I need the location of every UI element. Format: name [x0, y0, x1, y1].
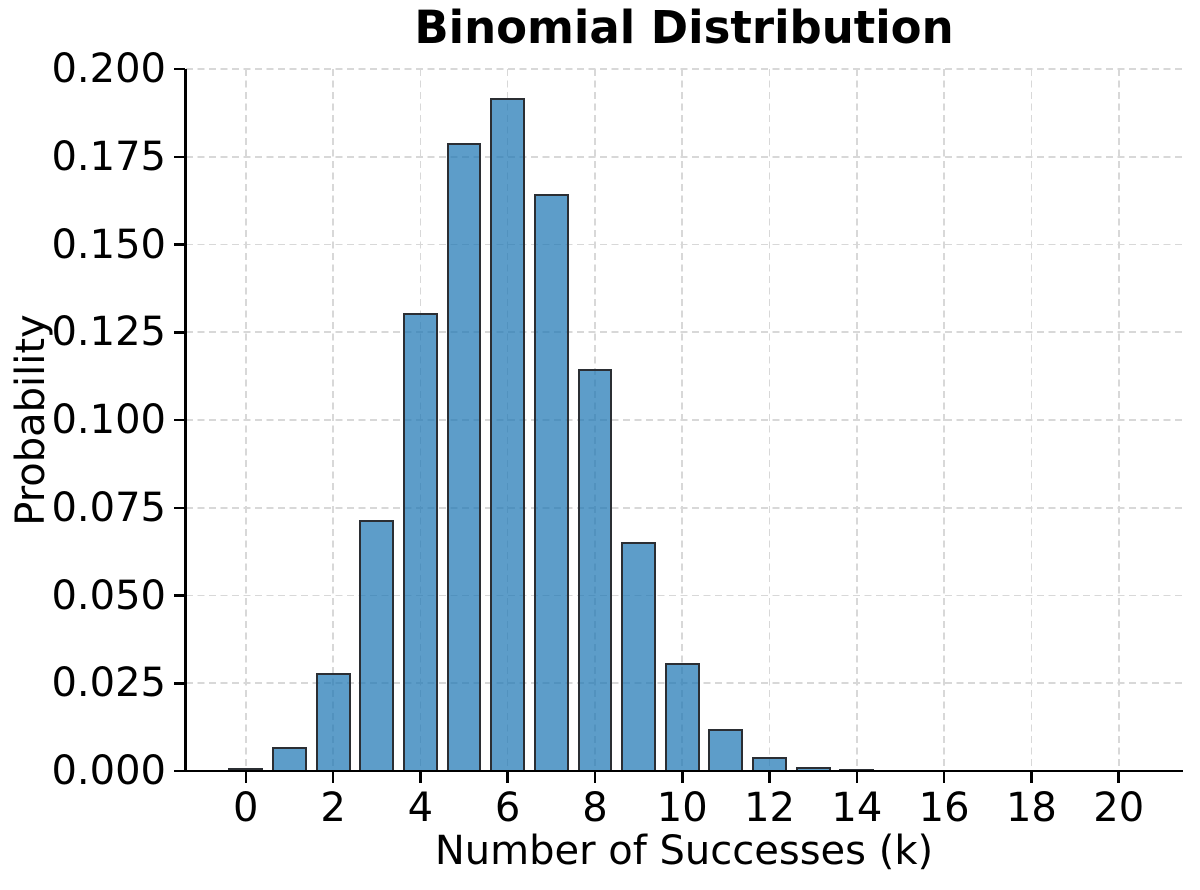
x-tick-8	[593, 772, 597, 783]
bar-k-10	[664, 662, 700, 771]
gridline-x-2	[332, 69, 334, 771]
gridline-y-0.175	[186, 155, 1182, 158]
x-tick-10	[681, 772, 684, 783]
x-tick-label-4: 4	[407, 785, 434, 831]
gridline-x-10	[681, 69, 684, 771]
x-tick-label-18: 18	[1005, 785, 1057, 831]
gridline-x-20	[1117, 69, 1120, 771]
y-tick-0.000	[174, 769, 185, 773]
x-tick-12	[768, 772, 771, 783]
x-tick-16	[942, 772, 946, 783]
x-tick-6	[506, 772, 509, 783]
bar-k-5	[446, 143, 482, 771]
bar-k-4	[402, 313, 438, 771]
y-tick-label-0.100: 0.100	[51, 397, 166, 443]
bar-k-7	[533, 194, 569, 771]
y-tick-0.100	[174, 418, 185, 422]
y-tick-0.025	[174, 682, 185, 685]
y-tick-label-0.150: 0.150	[51, 221, 166, 268]
gridline-x-14	[856, 69, 858, 771]
bar-k-8	[577, 369, 613, 771]
x-tick-0	[244, 772, 248, 783]
y-tick-label-0.175: 0.175	[51, 133, 166, 180]
y-tick-label-0.200: 0.200	[51, 46, 166, 92]
y-tick-label-0.075: 0.075	[51, 484, 166, 531]
bar-k-6	[490, 98, 526, 771]
gridline-y-0.1	[186, 419, 1182, 421]
bar-k-3	[359, 519, 395, 771]
y-tick-0.050	[174, 594, 185, 597]
gridline-y-0.125	[186, 331, 1182, 334]
x-tick-label-8: 8	[582, 785, 608, 831]
y-tick-label-0.125: 0.125	[51, 309, 166, 356]
x-axis-spine	[184, 769, 1183, 772]
x-tick-label-2: 2	[320, 785, 346, 831]
y-axis-spine	[184, 69, 187, 772]
x-axis-label: Number of Successes (k)	[434, 828, 934, 874]
x-tick-18	[1030, 772, 1033, 783]
gridline-x-0	[244, 69, 247, 771]
x-tick-2	[331, 772, 335, 783]
plot-area	[186, 68, 1182, 772]
x-tick-14	[855, 772, 859, 783]
bar-k-13	[795, 767, 831, 771]
x-tick-label-0: 0	[233, 785, 259, 831]
y-tick-0.075	[174, 506, 185, 509]
y-tick-label-0.050: 0.050	[51, 572, 166, 619]
gridline-y-0.05	[186, 594, 1182, 597]
x-tick-label-6: 6	[494, 785, 521, 831]
x-tick-label-14: 14	[831, 785, 883, 831]
y-tick-0.200	[174, 67, 185, 71]
y-tick-0.175	[174, 155, 185, 158]
chart-title: Binomial Distribution	[414, 1, 954, 54]
bar-k-2	[315, 673, 351, 771]
x-tick-label-20: 20	[1093, 785, 1145, 831]
x-tick-20	[1117, 772, 1120, 783]
x-tick-4	[419, 772, 422, 783]
y-tick-0.150	[174, 243, 185, 246]
x-tick-label-12: 12	[744, 785, 795, 831]
x-tick-label-10: 10	[656, 785, 708, 831]
bar-k-1	[271, 747, 307, 771]
gridline-x-12	[768, 69, 771, 771]
bar-k-11	[708, 728, 744, 771]
bar-k-9	[621, 541, 657, 771]
gridline-x-18	[1030, 69, 1033, 771]
bar-k-12	[752, 757, 787, 771]
gridline-y-0.075	[186, 506, 1182, 509]
y-tick-0.125	[174, 331, 185, 334]
gridline-y-0.2	[186, 68, 1182, 70]
y-tick-label-0.025: 0.025	[51, 660, 166, 707]
gridline-x-16	[943, 69, 945, 771]
x-tick-label-16: 16	[918, 785, 970, 831]
y-tick-label-0.000: 0.000	[51, 748, 166, 794]
gridline-y-0.15	[186, 243, 1182, 246]
